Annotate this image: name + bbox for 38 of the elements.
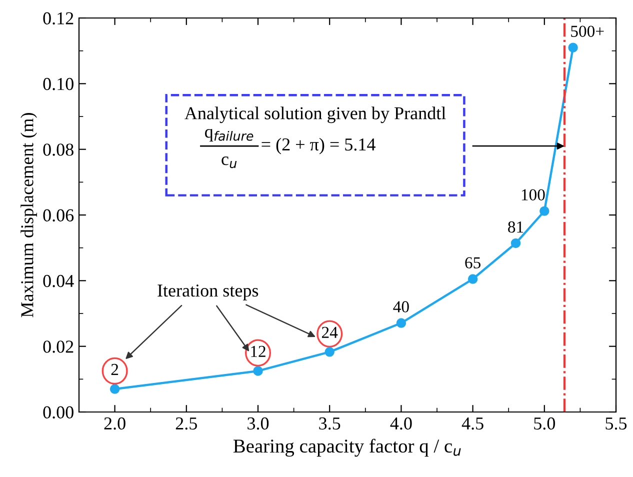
annotation: 40 (393, 301, 409, 312)
y-tick-label: 0.00 (43, 406, 74, 419)
point (324, 347, 334, 357)
x-tick-label: 4.0 (390, 417, 412, 430)
y-tick-label: 0.02 (43, 340, 74, 353)
annotation: 2 (111, 364, 118, 375)
point (468, 274, 478, 284)
annotation: Iteration steps (158, 284, 258, 300)
point (396, 318, 406, 328)
y-axis-title: Maximum displacement (m) (20, 113, 37, 318)
y-tick-label: 0.08 (43, 144, 74, 156)
annotation: c$_{u}$ (222, 156, 237, 168)
x-tick-label: 5.0 (534, 417, 555, 430)
point (568, 42, 578, 52)
point (540, 206, 550, 216)
annotation: 24 (322, 326, 338, 338)
annotation: 65 (465, 257, 480, 268)
y-tick-label: 0.10 (43, 78, 74, 90)
annotation: 81 (508, 221, 524, 233)
annotation: 500+ (571, 26, 604, 37)
point (253, 366, 263, 376)
x-tick-label: 5.5 (606, 418, 627, 430)
y-tick-label: 0.06 (43, 209, 74, 222)
x-tick-label: 2.5 (176, 417, 197, 430)
annotation: 100 (522, 189, 545, 200)
annotation: Analytical solution given by Prandtl (184, 106, 446, 124)
x-axis-title: Bearing capacity factor q / c$_{u}$ (233, 438, 461, 457)
point (110, 384, 120, 394)
x-tick-label: 2.0 (104, 417, 126, 430)
y-tick-label: 0.04 (43, 274, 74, 288)
y-tick-label: 0.12 (43, 12, 74, 25)
annotation: 12 (251, 346, 266, 357)
point (510, 238, 521, 248)
annotation: = (2 + π) = 5.14 (262, 138, 376, 154)
x-tick-label: 4.5 (462, 418, 484, 430)
x-tick-label: 3.5 (319, 417, 340, 430)
annotation: q$_{failure}$ (205, 128, 254, 142)
x-tick-label: 3.0 (248, 417, 269, 430)
